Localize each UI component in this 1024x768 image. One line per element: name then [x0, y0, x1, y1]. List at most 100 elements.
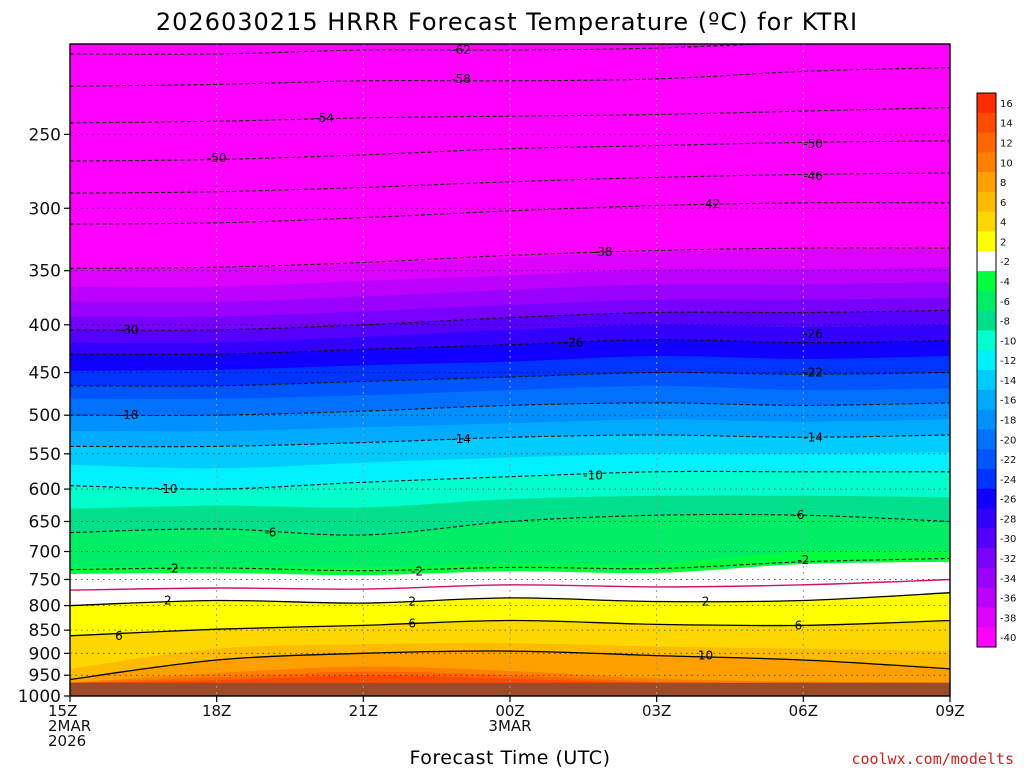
isotherm-line-m22-11 — [70, 371, 950, 387]
isotherm-line-m58-1 — [70, 67, 950, 87]
isotherm-label: -42 — [701, 197, 721, 211]
isotherm-label: -62 — [451, 43, 471, 57]
isotherm-label: -14 — [803, 430, 823, 444]
isotherm-line-m62-0 — [70, 44, 770, 55]
isotherm-label: 2 — [164, 594, 172, 608]
x-axis-label: Forecast Time (UTC) — [410, 747, 611, 768]
isotherm-line-m2-19 — [70, 557, 950, 572]
chart-title: 2026030215 HRRR Forecast Temperature (ºC… — [156, 8, 858, 36]
isotherm-label: -10 — [158, 482, 178, 496]
isotherm-line-m38-7 — [70, 247, 950, 269]
colorbar-label: -10 — [1000, 336, 1016, 347]
colorbar-swatch — [977, 607, 996, 628]
x-tick-label: 06Z — [789, 702, 818, 720]
isotherm-label: 2 — [408, 595, 416, 609]
colorbar-swatch — [977, 290, 996, 311]
colorbar-swatch — [977, 528, 996, 549]
isotherm-line-m14-13 — [70, 434, 950, 448]
colorbar-label: -24 — [1000, 475, 1016, 486]
isotherm-line-0-22 — [70, 578, 950, 591]
isotherm-labels: -62-58-54-50-50-46-42-38-30-26-26-22-18-… — [115, 43, 823, 663]
isotherm-label: -26 — [564, 336, 584, 350]
colorbar-label: -34 — [1000, 574, 1016, 585]
isotherm-label: -18 — [119, 408, 139, 422]
colorbar-label: -40 — [1000, 633, 1016, 644]
isotherm-label: -10 — [583, 468, 603, 482]
colorbar-label: -20 — [1000, 435, 1016, 446]
y-tick-label: 800 — [29, 597, 61, 617]
colorbar-label: 12 — [1000, 138, 1013, 149]
y-tick-label: 1000 — [18, 687, 61, 707]
colorbar-label: -14 — [1000, 376, 1016, 387]
colorbar-swatch — [977, 251, 996, 272]
colorbar-swatch — [977, 172, 996, 193]
colorbar-label: -36 — [1000, 594, 1016, 605]
x-tick-label: 18Z — [202, 702, 231, 720]
isotherm-label: -46 — [803, 169, 823, 183]
isotherm-contours — [70, 44, 950, 681]
colorbar-label: -16 — [1000, 396, 1016, 407]
colorbar-label: 6 — [1000, 198, 1006, 209]
isotherm-label: 6 — [795, 618, 803, 632]
colorbar-swatch — [977, 567, 996, 588]
credit-link[interactable]: coolwx.com/modelts — [851, 750, 1014, 768]
isotherm-label: -2 — [797, 553, 809, 567]
colorbar-label: 16 — [1000, 99, 1013, 110]
colorbar-label: 10 — [1000, 158, 1013, 169]
colorbar-swatch — [977, 548, 996, 569]
colorbar-swatch — [977, 587, 996, 608]
isotherm-label: -30 — [119, 323, 139, 337]
colorbar-label: -38 — [1000, 613, 1016, 624]
isotherm-line-m26-9 — [70, 339, 950, 356]
colorbar-label: -12 — [1000, 356, 1016, 367]
isotherm-line-m54-2 — [70, 107, 950, 124]
isotherm-line-m30-8 — [70, 309, 950, 331]
colorbar-label: 8 — [1000, 178, 1006, 189]
isotherm-label: -58 — [451, 72, 471, 86]
x-tick-label: 2MAR — [48, 717, 91, 735]
isotherm-label: 6 — [115, 629, 123, 643]
x-tick-label: 00Z — [495, 702, 524, 720]
temperature-fill-bands — [70, 44, 950, 696]
colorbar-swatch — [977, 449, 996, 470]
x-tick-label: 03Z — [642, 702, 671, 720]
isotherm-label: -2 — [167, 562, 179, 576]
isotherm-line-m18-12 — [70, 402, 950, 417]
isotherm-label: 10 — [698, 649, 713, 663]
colorbar-swatch — [977, 112, 996, 133]
colorbar-swatch — [977, 488, 996, 509]
y-tick-label: 250 — [29, 125, 61, 145]
isotherm-label: -38 — [593, 245, 613, 259]
isotherm-label: -6 — [264, 526, 276, 540]
isotherm-label: -26 — [803, 327, 823, 341]
x-tick-label: 2026 — [48, 732, 86, 750]
x-tick-label: 21Z — [349, 702, 378, 720]
y-tick-label: 350 — [29, 262, 61, 282]
colorbar-label: -26 — [1000, 495, 1016, 506]
colorbar-swatch — [977, 508, 996, 529]
isotherm-label: 2 — [702, 595, 710, 609]
y-tick-label: 300 — [29, 199, 61, 219]
ground-below-surface — [70, 682, 950, 696]
isotherm-label: -6 — [792, 508, 804, 522]
x-tick-label: 09Z — [935, 702, 964, 720]
colorbar-swatch — [977, 132, 996, 153]
colorbar-swatch — [977, 429, 996, 450]
isotherm-label: 6 — [408, 616, 416, 630]
colorbar-label: 14 — [1000, 119, 1013, 130]
isotherm-label: -50 — [207, 151, 227, 165]
colorbar-swatch — [977, 93, 996, 114]
y-axis-ticks: 250 300 350 400 450 500 550 600 650 700 750 800 850 9… — [18, 125, 70, 707]
colorbar-label: 2 — [1000, 237, 1006, 248]
isotherm-label: -54 — [314, 111, 334, 125]
colorbar-label: -8 — [1000, 317, 1010, 328]
y-tick-label: 900 — [29, 644, 61, 664]
colorbar-swatch — [977, 627, 996, 648]
isotherm-label: -22 — [803, 366, 823, 380]
colorbar-swatch — [977, 152, 996, 173]
y-tick-label: 750 — [29, 570, 61, 590]
y-tick-label: 600 — [29, 480, 61, 500]
isotherm-line-2-23 — [70, 592, 950, 607]
colorbar-swatch — [977, 389, 996, 410]
